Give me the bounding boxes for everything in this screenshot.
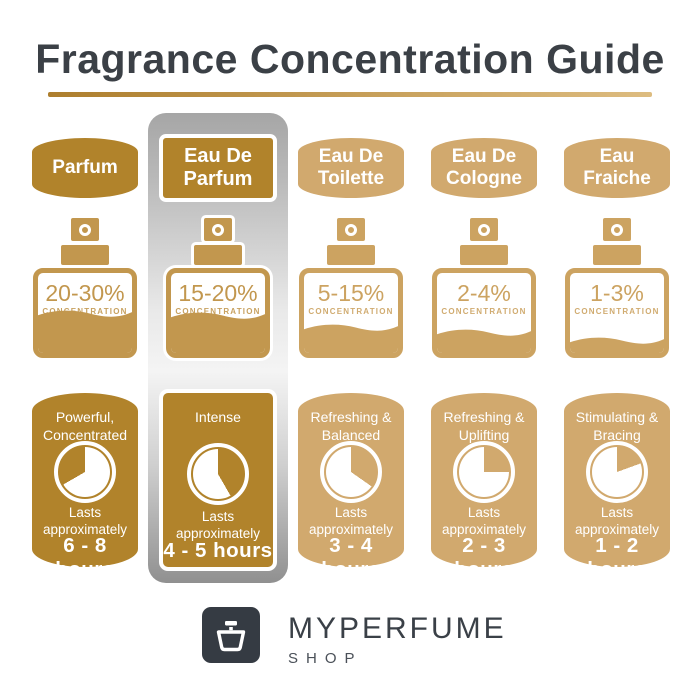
clock-pie-icon [320, 441, 382, 503]
fragrance-column-3: Eau De Toilette 5-15% CONCENTRATION Refr… [298, 0, 404, 600]
nozzle-ring-icon [79, 223, 91, 236]
clock-face [193, 449, 243, 499]
lasts-label: Lasts approximately [175, 509, 261, 541]
duration-value: 3 - 4 hours [321, 534, 381, 581]
spray-nozzle-icon [204, 218, 232, 241]
page-title: Fragrance Concentration Guide [35, 36, 665, 82]
liquid-wave-icon [38, 310, 132, 318]
concentration-label: CONCENTRATION [574, 307, 660, 316]
category-name: Eau De Parfum [183, 145, 253, 190]
scent-trait-label: Refreshing & Uplifting [443, 409, 525, 444]
lasts-label: Lasts approximately [308, 505, 394, 537]
spray-nozzle-icon [603, 218, 631, 241]
bottle-cap-icon [61, 245, 109, 265]
lasts-label: Lasts approximately [574, 505, 660, 537]
clock-pie-icon [453, 441, 515, 503]
nozzle-ring-icon [345, 223, 357, 236]
category-name: Eau De Cologne [446, 146, 522, 189]
bottle-cap-icon [194, 245, 242, 265]
perfume-bottle-logo-icon [216, 621, 246, 652]
liquid-wave-icon [171, 313, 265, 321]
nozzle-ring-icon [478, 223, 490, 236]
clock-face [326, 447, 376, 497]
fragrance-column-4: Eau De Cologne 2-4% CONCENTRATION Refres… [431, 0, 537, 600]
liquid-wave-icon [437, 329, 531, 338]
bottle-cap-icon [460, 245, 508, 265]
duration-card: Powerful, Concentrated Lasts approximate… [32, 393, 138, 581]
perfume-bottle-icon: 15-20% CONCENTRATION [166, 268, 270, 358]
scent-trait-label: Intense [195, 409, 241, 425]
liquid-wave-icon [304, 325, 398, 333]
spray-nozzle-icon [470, 218, 498, 241]
scent-trait-label: Stimulating & Bracing [575, 409, 659, 444]
title-underline [48, 92, 652, 97]
fragrance-column-2: Eau De Parfum 15-20% CONCENTRATION Inten… [159, 0, 277, 600]
lasts-label: Lasts approximately [441, 505, 527, 537]
fragrance-column-5: Eau Fraiche 1-3% CONCENTRATION Stimulati… [564, 0, 670, 600]
perfume-bottle-icon: 20-30% CONCENTRATION [33, 268, 137, 358]
clock-face [592, 447, 642, 497]
liquid-fill-body [437, 336, 531, 353]
category-banner: Eau De Cologne [431, 138, 537, 198]
liquid-fill-body [38, 317, 132, 353]
perfume-bottle-icon: 1-3% CONCENTRATION [565, 268, 669, 358]
perfume-bottle-icon: 2-4% CONCENTRATION [432, 268, 536, 358]
liquid-fill-body [304, 331, 398, 353]
duration-card: Stimulating & Bracing Lasts approximatel… [564, 393, 670, 581]
concentration-value: 1-3% [590, 280, 644, 306]
fragrance-column-1: Parfum 20-30% CONCENTRATION Powerful, Co… [32, 0, 138, 600]
spray-nozzle-icon [337, 218, 365, 241]
scent-trait-label: Powerful, Concentrated [42, 409, 128, 444]
concentration-value: 5-15% [317, 280, 385, 306]
clock-face [459, 447, 509, 497]
concentration-value: 2-4% [457, 280, 511, 306]
category-banner: Eau Fraiche [564, 138, 670, 198]
category-banner: Eau De Toilette [298, 138, 404, 198]
duration-value: 4 - 5 hours [163, 539, 273, 562]
concentration-value: 15-20% [178, 280, 258, 306]
clock-pie-icon [187, 443, 249, 505]
perfume-bottle-icon: 5-15% CONCENTRATION [299, 268, 403, 358]
nozzle-ring-icon [611, 223, 623, 236]
concentration-label: CONCENTRATION [175, 307, 261, 316]
category-name: Eau De Toilette [317, 146, 385, 189]
clock-pie-icon [54, 441, 116, 503]
duration-card: Intense Lasts approximately 4 - 5 hours [159, 389, 277, 571]
concentration-label: CONCENTRATION [308, 307, 394, 316]
clock-pie-icon [586, 441, 648, 503]
liquid-fill-icon [304, 325, 398, 353]
brand-subtitle: SHOP [288, 650, 363, 667]
liquid-fill-icon [437, 329, 531, 353]
duration-card: Refreshing & Uplifting Lasts approximate… [431, 393, 537, 581]
bottle-cap-icon [593, 245, 641, 265]
spray-nozzle-icon [71, 218, 99, 241]
liquid-fill-icon [38, 310, 132, 353]
category-name: Parfum [52, 157, 118, 179]
duration-card: Refreshing & Balanced Lasts approximatel… [298, 393, 404, 581]
liquid-fill-body [171, 319, 265, 353]
category-banner: Eau De Parfum [159, 134, 277, 202]
bottle-cap-icon [327, 245, 375, 265]
category-name: Eau Fraiche [583, 146, 651, 189]
concentration-label: CONCENTRATION [441, 307, 527, 316]
duration-value: 1 - 2 hours [587, 534, 647, 581]
liquid-fill-icon [171, 313, 265, 353]
liquid-wave-icon [570, 337, 664, 346]
concentration-label: CONCENTRATION [42, 307, 128, 316]
lasts-label: Lasts approximately [42, 505, 128, 537]
brand-text: MYPERFUME SHOP [288, 612, 507, 667]
liquid-fill-icon [570, 337, 664, 353]
duration-value: 2 - 3 hours [454, 534, 514, 581]
duration-value: 6 - 8 hours [55, 534, 115, 581]
category-banner: Parfum [32, 138, 138, 198]
nozzle-ring-icon [212, 223, 224, 236]
scent-trait-label: Refreshing & Balanced [310, 409, 392, 444]
brand-name: MYPERFUME [288, 612, 507, 645]
concentration-value: 20-30% [45, 280, 125, 306]
clock-face [60, 447, 110, 497]
brand-logo [202, 607, 260, 663]
liquid-fill-body [570, 344, 664, 353]
